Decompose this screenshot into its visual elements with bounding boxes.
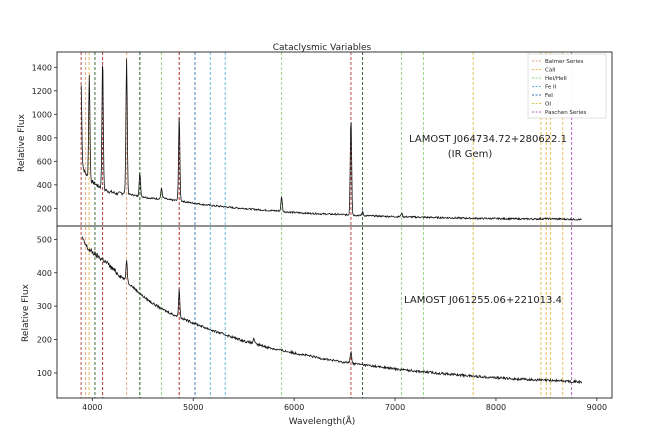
legend-entry-3: Fe II [545,85,557,91]
spectrum-line-top [80,58,582,221]
top-y-axis-title: Relative Flux [17,113,27,172]
legend-entry-5: OI [545,102,551,108]
bottom-y-axis-title: Relative Flux [21,283,31,342]
x-tick-label-1: 5000 [183,403,203,412]
y-tick-label-top-1: 400 [37,181,52,190]
axes [56,51,613,399]
legend-entry-2: HeI/HeII [545,76,567,82]
legend-entry-1: CaII [545,68,556,74]
y-tick-label-bottom-0: 100 [37,369,52,378]
x-tick-label-4: 8000 [486,403,506,412]
top-annotation-line-1: LAMOST J064734.72+280622.1 [409,134,567,145]
y-tick-label-top-6: 1400 [32,63,52,72]
line-markers [80,52,573,398]
x-tick-label-2: 6000 [284,403,304,412]
y-tick-label-top-0: 200 [37,204,52,213]
spectrum-line-bottom [81,236,583,385]
legend: Balmer Series CaII HeI/HeII Fe II FeI OI Pasch… [527,53,607,119]
legend-entry-0: Balmer Series [545,59,583,65]
ticks: 200 400 600 800 1000 1200 1400 100 200 300 400 500 4… [32,63,607,412]
top-annotation-line-2: (IR Gem) [448,149,493,160]
chart-title: Cataclysmic Variables [273,43,372,53]
y-tick-label-bottom-2: 300 [37,302,52,311]
legend-entry-4: FeI [545,93,553,99]
spectra [80,58,583,385]
y-tick-label-top-2: 600 [37,157,52,166]
y-tick-label-bottom-4: 500 [37,235,52,244]
y-tick-label-bottom-1: 200 [37,336,52,345]
x-tick-label-5: 9000 [587,403,607,412]
y-tick-label-bottom-3: 400 [37,269,52,278]
y-tick-label-top-3: 800 [37,134,52,143]
plot-frame [56,51,613,399]
y-tick-label-top-4: 1000 [32,110,52,119]
x-axis-title: Wavelength(Å) [289,415,356,427]
bottom-annotation: LAMOST J061255.06+221013.4 [404,295,562,306]
x-tick-label-0: 4000 [82,403,102,412]
y-tick-label-top-5: 1200 [32,87,52,96]
legend-entry-6: Paschen Series [545,110,586,116]
x-tick-label-3: 7000 [385,403,405,412]
